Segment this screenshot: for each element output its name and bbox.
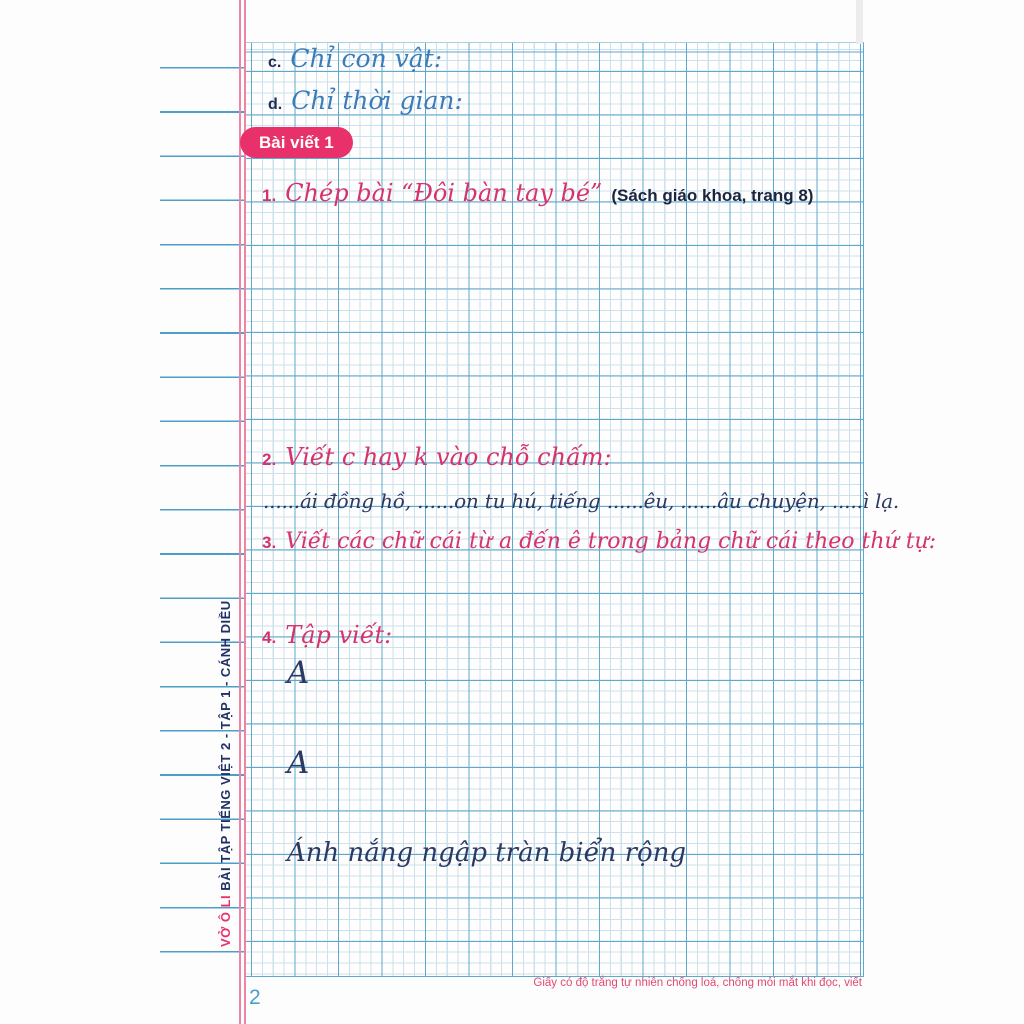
margin-double-rule — [239, 0, 246, 1024]
item-d-line: d. Chỉ thời gian: — [268, 86, 463, 115]
item-d-text: Chỉ thời gian: — [291, 86, 463, 115]
item-c-line: c. Chỉ con vật: — [268, 44, 442, 73]
item-c-label: c. — [268, 54, 282, 71]
task1-source-note: (Sách giáo khoa, trang 8) — [611, 186, 814, 205]
practice-letter-2-text: A — [287, 745, 310, 781]
practice-letter-1-text: A — [287, 655, 310, 691]
spine-title-series: VỞ Ô LI — [218, 890, 233, 947]
item-c-text: Chỉ con vật: — [290, 44, 443, 73]
task1-instruction: Chép bài “Đôi bàn tay bé” — [285, 179, 603, 207]
task2-number: 2. — [262, 450, 277, 469]
task3-number: 3. — [262, 533, 277, 552]
task2-line: 2. Viết c hay k vào chỗ chấm: — [262, 443, 612, 471]
practice-letter-2: A — [287, 745, 309, 781]
task4-line: 4. Tập viết: — [262, 621, 392, 649]
page-edge-shadow — [856, 0, 863, 44]
practice-sentence-line: Ánh nắng ngập tràn biển rộng — [287, 838, 686, 868]
section-badge: Bài viết 1 — [240, 127, 353, 158]
footer-note: Giấy có độ trắng tự nhiên chống loá, chố… — [533, 977, 862, 989]
page-number: 2 — [249, 986, 261, 1009]
task4-instruction: Tập viết: — [285, 621, 393, 649]
task1-number: 1. — [262, 186, 277, 205]
facing-page-ruled-lines — [160, 67, 244, 955]
spine-title-book: BÀI TẬP TIẾNG VIỆT 2 - TẬP 1 - CÁNH DIỀU — [218, 600, 233, 891]
task2-instruction: Viết c hay k vào chỗ chấm: — [285, 443, 612, 471]
practice-letter-1: A — [287, 655, 309, 691]
task3-instruction: Viết các chữ cái từ a đến ê trong bảng c… — [285, 529, 937, 554]
task1-line: 1. Chép bài “Đôi bàn tay bé” (Sách giáo … — [262, 179, 813, 207]
task3-line: 3. Viết các chữ cái từ a đến ê trong bản… — [262, 529, 936, 554]
notebook-grid-page — [244, 42, 864, 977]
item-d-label: d. — [268, 96, 283, 113]
fill-in-text: ......ái đồng hồ, ......on tu hú, tiếng … — [263, 489, 900, 513]
fill-in-line: ......ái đồng hồ, ......on tu hú, tiếng … — [263, 489, 899, 513]
spine-title: VỞ Ô LI BÀI TẬP TIẾNG VIỆT 2 - TẬP 1 - C… — [218, 600, 242, 947]
task4-number: 4. — [262, 628, 277, 647]
practice-sentence-text: Ánh nắng ngập tràn biển rộng — [287, 838, 687, 868]
